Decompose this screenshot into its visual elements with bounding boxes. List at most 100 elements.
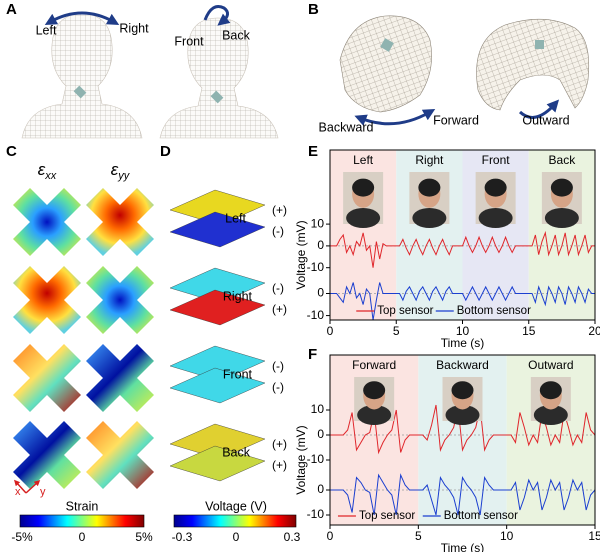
colorbar	[173, 514, 297, 528]
photo-body	[445, 405, 480, 425]
motion-label: Right	[119, 21, 149, 35]
photo-hair	[484, 178, 507, 197]
region-label: Right	[415, 153, 444, 167]
motion-label: Forward	[433, 113, 479, 127]
shoulder-model	[476, 18, 589, 119]
axis-arrows	[13, 479, 41, 494]
legend-label: Bottom sensor	[457, 305, 531, 317]
region-label: Back	[549, 153, 577, 167]
region-label: Backward	[436, 358, 489, 372]
colorbar-tick: -0.3	[172, 530, 193, 544]
photo	[442, 377, 483, 425]
photo	[343, 172, 384, 228]
photo	[530, 377, 571, 425]
sign: (+)	[272, 203, 287, 217]
sign: (-)	[272, 281, 284, 295]
row-label: Right	[223, 289, 253, 303]
panel-label: C	[6, 143, 17, 160]
y-tick-label: 0	[317, 482, 324, 496]
y-tick-label: 10	[311, 216, 325, 230]
colorbar-title: Voltage (V)	[205, 499, 267, 513]
sign: (-)	[272, 359, 284, 373]
panel-label: B	[308, 1, 319, 18]
x-tick-label: 10	[456, 324, 470, 338]
motion-label: Backward	[319, 120, 374, 134]
legend-label: Bottom sensor	[444, 510, 518, 522]
motion-label: Back	[222, 28, 251, 42]
y-tick-label: 10	[311, 402, 325, 416]
colorbar-tick: 0	[79, 530, 86, 544]
row-label: Front	[223, 367, 253, 381]
x-tick-label: 20	[588, 324, 600, 338]
motion-label: Front	[174, 34, 204, 48]
panel-label: E	[308, 143, 318, 160]
head-model-side	[159, 5, 279, 139]
region-label: Forward	[352, 358, 396, 372]
photo-hair	[418, 178, 441, 197]
motion-label: Left	[36, 23, 57, 37]
sign: (-)	[272, 380, 284, 394]
x-tick-label: 5	[415, 529, 422, 543]
axis-name: y	[40, 486, 46, 498]
x-axis-label: Time (s)	[441, 541, 485, 552]
photo-hair	[352, 178, 375, 197]
x-tick-label: 10	[500, 529, 514, 543]
x-tick-label: 0	[327, 324, 334, 338]
photo-hair	[363, 381, 386, 400]
y-tick-label: -10	[307, 452, 325, 466]
region-label: Left	[353, 153, 374, 167]
plot-frame	[329, 354, 596, 526]
head-model-back	[21, 11, 143, 139]
photo-hair	[550, 178, 573, 197]
photo	[475, 172, 516, 228]
series-line	[330, 230, 595, 268]
colorbar-tick: 5%	[135, 530, 153, 544]
photo-body	[412, 208, 447, 228]
strain-maps	[13, 188, 154, 489]
x-tick-label: 15	[522, 324, 536, 338]
series-line	[330, 473, 596, 516]
column-header: εyy	[111, 160, 131, 181]
photo-body	[478, 208, 513, 228]
colorbar-title: Strain	[66, 499, 99, 513]
photo-hair	[451, 381, 474, 400]
sign: (+)	[272, 437, 287, 451]
x-axis-label: Time (s)	[441, 336, 485, 350]
y-tick-label: 0	[317, 427, 324, 441]
photo-body	[544, 208, 579, 228]
photos	[343, 172, 582, 425]
photo	[541, 172, 582, 228]
colorbar-tick: 0.3	[284, 530, 301, 544]
legend-label: Top sensor	[377, 305, 433, 317]
colorbar	[19, 514, 145, 528]
x-tick-label: 15	[588, 529, 600, 543]
y-tick-label: -10	[307, 308, 325, 322]
y-tick-label: 0	[317, 238, 324, 252]
y-axis-label: Voltage (mV)	[294, 425, 308, 494]
photo	[354, 377, 395, 425]
column-header: εxx	[38, 160, 57, 181]
colorbar-tick: -5%	[11, 530, 33, 544]
region-label: Front	[482, 153, 511, 167]
panel-label: F	[308, 346, 317, 363]
y-tick-label: -10	[307, 260, 325, 274]
x-tick-label: 5	[393, 324, 400, 338]
legend-label: Top sensor	[359, 510, 415, 522]
panel-label: A	[6, 1, 17, 18]
photo	[409, 172, 450, 228]
axis-name: x	[15, 486, 21, 498]
photo-body	[346, 208, 381, 228]
y-axis-label: Voltage (mV)	[294, 220, 308, 289]
panel-label: D	[160, 143, 171, 160]
motion-label: Outward	[522, 113, 569, 127]
photo-body	[357, 405, 392, 425]
row-label: Left	[225, 211, 246, 225]
sign: (-)	[272, 224, 284, 238]
y-tick-label: -10	[307, 507, 325, 521]
sign: (+)	[272, 458, 287, 472]
voltage-layers	[169, 189, 266, 482]
x-tick-label: 0	[327, 529, 334, 543]
region-label: Outward	[528, 358, 573, 372]
